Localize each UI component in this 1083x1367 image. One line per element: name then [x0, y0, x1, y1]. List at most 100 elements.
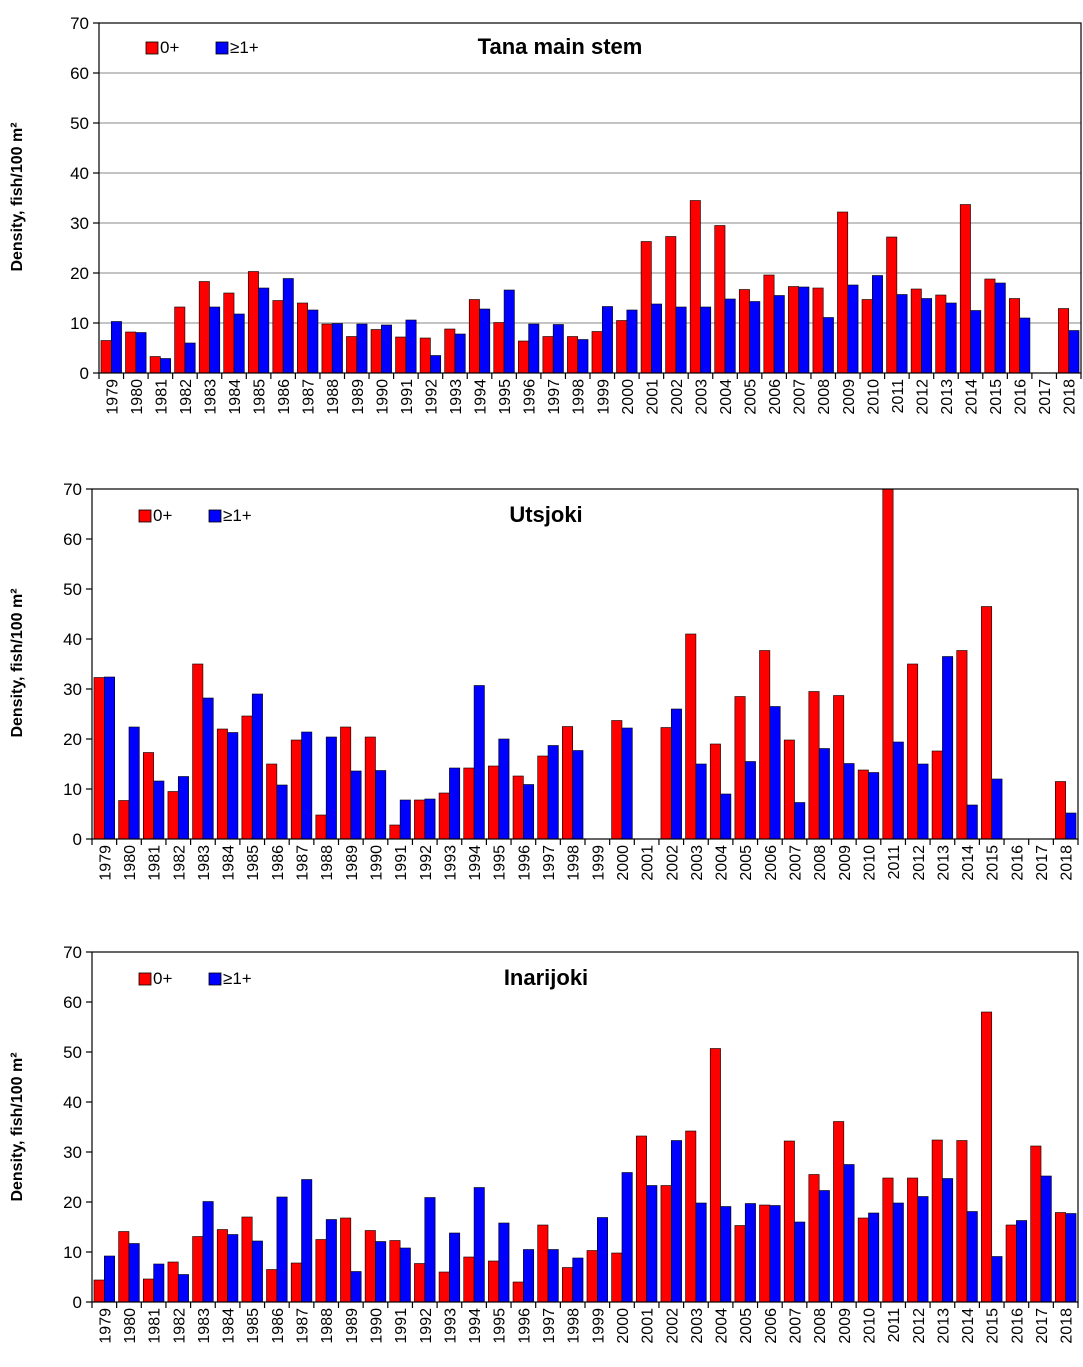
bar-age0-1984 — [216, 1229, 228, 1303]
y-tick-label: 40 — [63, 1093, 82, 1112]
bar-age0-2015 — [981, 606, 993, 840]
bar-age1plus-2006 — [773, 295, 785, 374]
bar-age0-2000 — [616, 320, 628, 374]
bar-age1plus-1992 — [424, 798, 436, 840]
bar-age0-2016 — [1009, 298, 1020, 374]
bar-age1plus-1993 — [449, 767, 461, 840]
x-tick-label: 2001 — [644, 379, 661, 415]
legend-swatch-age0 — [145, 41, 159, 55]
x-tick-label: 2014 — [964, 379, 981, 415]
bar-age1plus-2015 — [991, 778, 1003, 840]
bar-age0-1987 — [297, 302, 308, 374]
x-tick-label: 2000 — [620, 379, 637, 415]
bar-age0-2018 — [1058, 308, 1070, 374]
chart-panel-3: 0 10 20 30 40 50 60 70 1979 1980 1981 1982 1983 1984 1… — [9, 943, 1079, 1344]
x-tick-label: 2013 — [935, 845, 952, 881]
bar-age0-2004 — [709, 743, 721, 840]
bar-age0-1998 — [567, 336, 579, 374]
x-tick-label: 1989 — [350, 379, 367, 415]
bar-age0-2007 — [783, 739, 795, 840]
bar-age1plus-2014 — [966, 804, 978, 840]
bar-age0-1993 — [438, 1271, 450, 1303]
bar-age0-2002 — [660, 1185, 672, 1303]
x-tick-label: 1986 — [270, 845, 287, 881]
x-tick-label: 2016 — [1013, 379, 1030, 415]
bar-age1plus-1985 — [258, 287, 270, 374]
bar-age1plus-2008 — [818, 748, 830, 840]
bar-age1plus-1985 — [251, 1240, 263, 1303]
bar-age0-1989 — [346, 336, 358, 374]
x-tick-label: 1994 — [467, 1308, 484, 1344]
bar-age1plus-2004 — [720, 1206, 732, 1303]
x-tick-label: 2008 — [812, 845, 829, 881]
bar-age0-1999 — [591, 331, 603, 374]
bar-age1plus-2013 — [942, 1178, 954, 1303]
x-tick-label: 1990 — [368, 845, 385, 881]
bar-age0-1980 — [125, 331, 137, 374]
plot-frame — [91, 488, 1079, 840]
bar-age0-1996 — [518, 340, 529, 374]
bar-age1plus-1987 — [301, 1179, 313, 1303]
x-tick-label: 1996 — [516, 1308, 533, 1344]
x-tick-label: 1981 — [147, 845, 164, 881]
bar-age1plus-1987 — [307, 309, 319, 374]
bar-age0-2009 — [833, 695, 845, 840]
bar-age1plus-2016 — [1016, 1220, 1028, 1303]
bar-age1plus-1983 — [202, 697, 214, 840]
x-tick-label: 2013 — [935, 1308, 952, 1344]
bar-age0-2009 — [837, 211, 849, 374]
bar-age0-2017 — [1030, 1145, 1042, 1303]
bar-age0-1988 — [315, 814, 327, 840]
bar-age0-2018 — [1055, 1212, 1066, 1303]
legend: 0+ ≥1+ — [138, 969, 252, 988]
legend-swatch-age0 — [138, 509, 152, 523]
bar-age1plus-1997 — [552, 324, 564, 374]
bar-age0-2003 — [685, 633, 697, 840]
bar-age0-2011 — [882, 1177, 894, 1303]
bar-age1plus-1991 — [399, 1247, 411, 1303]
bar-age0-1995 — [488, 1260, 500, 1303]
bar-age0-1982 — [174, 306, 186, 374]
x-tick-label: 2005 — [743, 379, 760, 415]
bar-age1plus-1982 — [177, 776, 189, 840]
y-axis-label: Density, fish/100 m² — [9, 122, 26, 271]
bar-age0-1994 — [463, 767, 475, 840]
x-tick-label: 1985 — [245, 845, 262, 881]
legend-label-age0: 0+ — [153, 506, 172, 525]
bar-age1plus-1990 — [375, 770, 387, 840]
bar-age1plus-2012 — [917, 763, 929, 840]
bar-age1plus-1983 — [209, 306, 221, 374]
bar-age1plus-2005 — [744, 761, 756, 840]
x-tick-label: 2018 — [1059, 1308, 1076, 1344]
x-tick-label: 1993 — [442, 845, 459, 881]
bar-age0-2012 — [910, 288, 922, 374]
chart-panel-2: 0 10 20 30 40 50 60 70 1979 1980 1981 1982 1983 1984 1… — [9, 480, 1079, 881]
bar-age0-1986 — [266, 1269, 278, 1303]
bar-age0-2016 — [1005, 1224, 1017, 1303]
bar-age1plus-2003 — [700, 306, 712, 374]
legend-swatch-age1plus — [208, 972, 222, 986]
bar-age1plus-1979 — [104, 676, 115, 840]
bar-age0-2007 — [783, 1140, 795, 1303]
bar-age0-2003 — [685, 1130, 697, 1303]
bar-age1plus-1985 — [251, 693, 263, 840]
y-tick-label: 30 — [63, 680, 82, 699]
legend: 0+ ≥1+ — [138, 506, 252, 525]
bar-age1plus-2018 — [1068, 330, 1080, 374]
bar-age0-1980 — [118, 800, 130, 840]
bar-age1plus-1996 — [523, 784, 535, 840]
bar-age0-1983 — [192, 1236, 204, 1303]
x-tick-label: 2011 — [886, 845, 903, 880]
x-tick-label: 2000 — [615, 1308, 632, 1344]
bar-age0-2010 — [861, 299, 873, 374]
x-tick-label: 2007 — [792, 379, 809, 415]
bar-age1plus-2010 — [868, 1212, 880, 1303]
x-tick-label: 1985 — [252, 379, 269, 415]
bar-age1plus-1994 — [479, 308, 491, 374]
bar-age1plus-1981 — [153, 1263, 165, 1303]
x-tick-label: 2002 — [669, 379, 686, 415]
y-tick-label: 70 — [63, 480, 82, 499]
x-tick-label: 1997 — [546, 379, 563, 415]
bar-age0-1982 — [167, 1261, 179, 1303]
